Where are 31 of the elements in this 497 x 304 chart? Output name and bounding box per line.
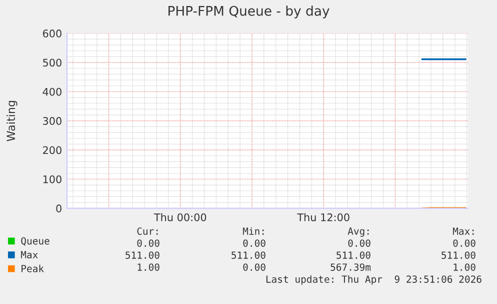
text: Avg: — [348, 228, 369, 237]
y-tick-label: 300 — [43, 117, 62, 125]
y-tick-label: 200 — [43, 146, 62, 154]
text: 511.00 — [232, 251, 266, 259]
text: 1.00 — [454, 263, 476, 271]
text: Cur: — [137, 227, 158, 235]
y-tick-label: 600 — [42, 30, 62, 38]
text: 511.00 — [336, 251, 370, 259]
x-tick-label: Thu 12:00 — [297, 213, 350, 222]
y-tick-label: 400 — [42, 88, 62, 96]
text: 567.39m — [330, 263, 371, 271]
legend-label: Max — [21, 251, 38, 258]
text: 0.00 — [137, 239, 160, 247]
text: Min: — [242, 227, 264, 235]
x-tick-label: Thu 00:00 — [154, 213, 206, 222]
y-tick-label: 500 — [43, 58, 62, 67]
legend-label: Peak — [22, 264, 44, 272]
text: Max: — [452, 228, 474, 235]
text: Last update: Thu Apr 9 23:51:06 2026 — [266, 275, 482, 285]
text: 511.00 — [126, 251, 160, 259]
text: 1.00 — [138, 263, 160, 271]
text: 0.00 — [348, 239, 370, 247]
text: 0.00 — [243, 239, 266, 247]
text: 511.00 — [442, 251, 476, 259]
text: 0.00 — [243, 263, 266, 271]
y-tick-label: 100 — [43, 175, 62, 184]
text: 0.00 — [453, 239, 476, 247]
y-tick-label: 0 — [56, 204, 62, 212]
chart-title: PHP-FPM Queue - by day — [168, 6, 330, 18]
legend-label: Queue — [21, 237, 50, 246]
y-axis-title: Waiting — [6, 100, 18, 142]
